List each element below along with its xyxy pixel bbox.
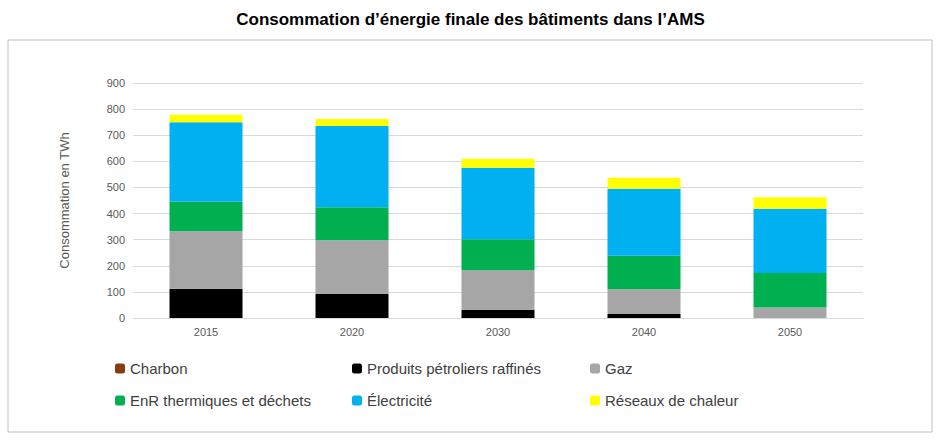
svg-text:100: 100 — [107, 286, 125, 298]
svg-text:500: 500 — [107, 181, 125, 193]
svg-text:0: 0 — [119, 312, 125, 324]
svg-text:Charbon: Charbon — [130, 360, 188, 377]
svg-text:900: 900 — [107, 77, 125, 89]
svg-text:2030: 2030 — [486, 326, 510, 338]
svg-text:2015: 2015 — [194, 326, 218, 338]
svg-text:EnR thermiques et déchets: EnR thermiques et déchets — [130, 392, 311, 409]
svg-text:Consommation d’énergie finale: Consommation d’énergie finale des bâtime… — [236, 10, 705, 29]
svg-text:600: 600 — [107, 155, 125, 167]
svg-text:Réseaux de chaleur: Réseaux de chaleur — [605, 392, 738, 409]
svg-text:700: 700 — [107, 129, 125, 141]
svg-text:300: 300 — [107, 234, 125, 246]
svg-text:2040: 2040 — [632, 326, 656, 338]
svg-text:200: 200 — [107, 260, 125, 272]
svg-text:Électricité: Électricité — [367, 392, 432, 409]
svg-text:800: 800 — [107, 103, 125, 115]
svg-text:2020: 2020 — [340, 326, 364, 338]
svg-text:Consommation en TWh: Consommation en TWh — [57, 132, 72, 268]
svg-text:400: 400 — [107, 208, 125, 220]
svg-text:Gaz: Gaz — [605, 360, 633, 377]
svg-text:2050: 2050 — [778, 326, 802, 338]
svg-text:Produits pétroliers raffinés: Produits pétroliers raffinés — [367, 360, 541, 377]
